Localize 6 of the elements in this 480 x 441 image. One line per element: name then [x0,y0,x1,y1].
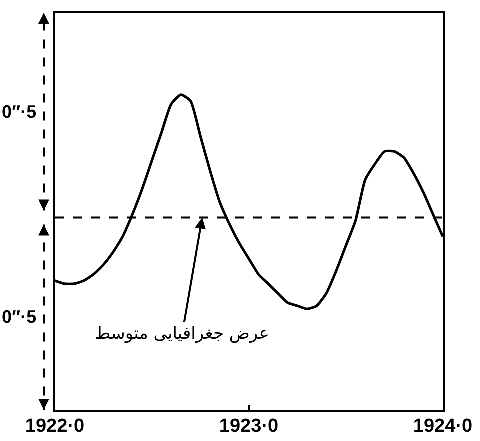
x-tick-label: 1922·0 [25,416,85,437]
ref-line-label: عرض جغرافیایی متوسط [95,324,270,344]
x-tick-label: 1924·0 [413,416,473,437]
text: 0″·5 [2,307,37,327]
x-tick-label: 1923·0 [219,416,279,437]
text: 0″·5 [2,102,37,122]
